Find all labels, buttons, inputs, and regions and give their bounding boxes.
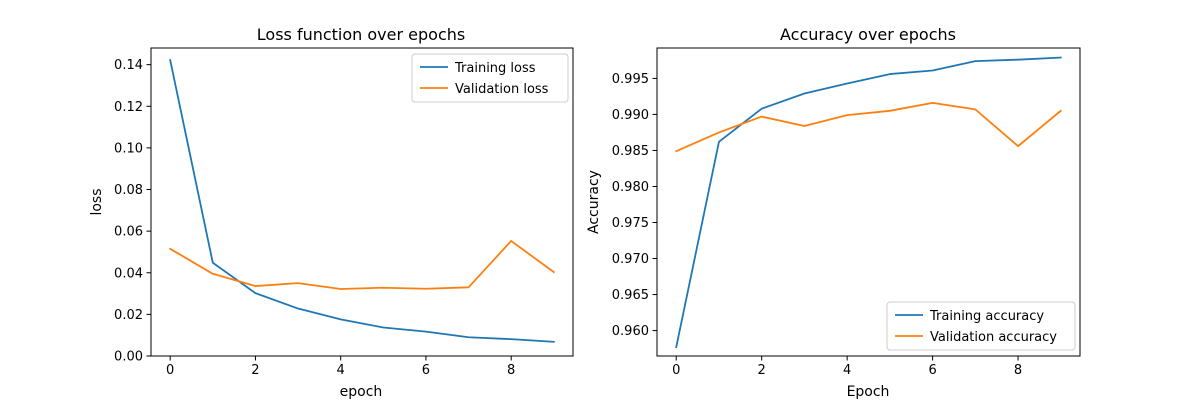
accuracy-chart-xlabel: Epoch bbox=[847, 384, 890, 400]
loss-x-tick-label: 4 bbox=[337, 363, 345, 378]
accuracy-x-tick-label: 8 bbox=[1014, 363, 1022, 378]
accuracy-x-tick-label: 0 bbox=[672, 363, 680, 378]
accuracy-y-tick-label: 0.970 bbox=[612, 252, 649, 267]
accuracy-x-tick-label: 4 bbox=[843, 363, 851, 378]
accuracy-y-tick-label: 0.965 bbox=[612, 288, 649, 303]
loss-x-tick-label: 0 bbox=[166, 363, 174, 378]
loss-y-tick-label: 0.06 bbox=[114, 225, 143, 240]
loss-axes-frame bbox=[150, 47, 574, 357]
accuracy-y-tick-label: 0.990 bbox=[612, 108, 649, 123]
accuracy-chart-title: Accuracy over epochs bbox=[780, 25, 956, 44]
loss-legend-label-0: Training loss bbox=[454, 61, 536, 76]
loss-x-tick-label: 8 bbox=[507, 363, 515, 378]
loss-chart-ylabel: loss bbox=[89, 188, 105, 215]
loss-y-tick-label: 0.14 bbox=[114, 58, 143, 73]
loss-series-line-1 bbox=[168, 240, 556, 290]
loss-y-tick-label: 0.12 bbox=[114, 100, 143, 115]
accuracy-axes-frame bbox=[656, 47, 1081, 357]
accuracy-y-tick-label: 0.975 bbox=[612, 216, 649, 231]
accuracy-legend-label-0: Training accuracy bbox=[929, 309, 1044, 324]
loss-y-tick-label: 0.00 bbox=[114, 350, 143, 365]
accuracy-legend-box bbox=[886, 301, 1076, 351]
loss-y-tick-label: 0.10 bbox=[114, 141, 143, 156]
accuracy-y-tick-label: 0.960 bbox=[612, 324, 649, 339]
loss-chart: Loss function over epochs epoch loss 0 2 4… bbox=[89, 25, 574, 400]
loss-y-tick-label: 0.02 bbox=[114, 308, 143, 323]
accuracy-legend-label-1: Validation accuracy bbox=[930, 330, 1057, 345]
loss-y-tick-label: 0.08 bbox=[114, 183, 143, 198]
accuracy-series-line-1 bbox=[675, 102, 1063, 153]
loss-legend-label-1: Validation loss bbox=[455, 82, 549, 97]
accuracy-legend: Training accuracy Validation accuracy bbox=[886, 301, 1076, 351]
loss-chart-title: Loss function over epochs bbox=[257, 25, 465, 44]
accuracy-x-tick-label: 6 bbox=[928, 363, 936, 378]
accuracy-chart: Accuracy over epochs Epoch Accuracy 0 2 4 6… bbox=[586, 25, 1081, 400]
accuracy-plot-area: 0 2 4 6 8 0.960 0.965 0.970 0.975 0.980 0.985 0.990… bbox=[612, 47, 1081, 378]
loss-legend-box bbox=[411, 53, 569, 103]
accuracy-y-tick-label: 0.985 bbox=[612, 144, 649, 159]
loss-y-tick-label: 0.04 bbox=[114, 266, 143, 281]
loss-legend: Training loss Validation loss bbox=[411, 53, 569, 103]
accuracy-y-tick-label: 0.995 bbox=[612, 72, 649, 87]
accuracy-chart-ylabel: Accuracy bbox=[586, 170, 602, 234]
loss-chart-xlabel: epoch bbox=[340, 384, 383, 400]
loss-series-line-0 bbox=[169, 59, 555, 343]
loss-plot-area: 0 2 4 6 8 0.00 0.02 0.04 0.06 0.08 0.10 0.12 0.14 Tra… bbox=[114, 47, 574, 378]
loss-x-tick-label: 6 bbox=[422, 363, 430, 378]
loss-x-tick-label: 2 bbox=[251, 363, 259, 378]
accuracy-y-tick-label: 0.980 bbox=[612, 180, 649, 195]
accuracy-x-tick-label: 2 bbox=[758, 363, 766, 378]
